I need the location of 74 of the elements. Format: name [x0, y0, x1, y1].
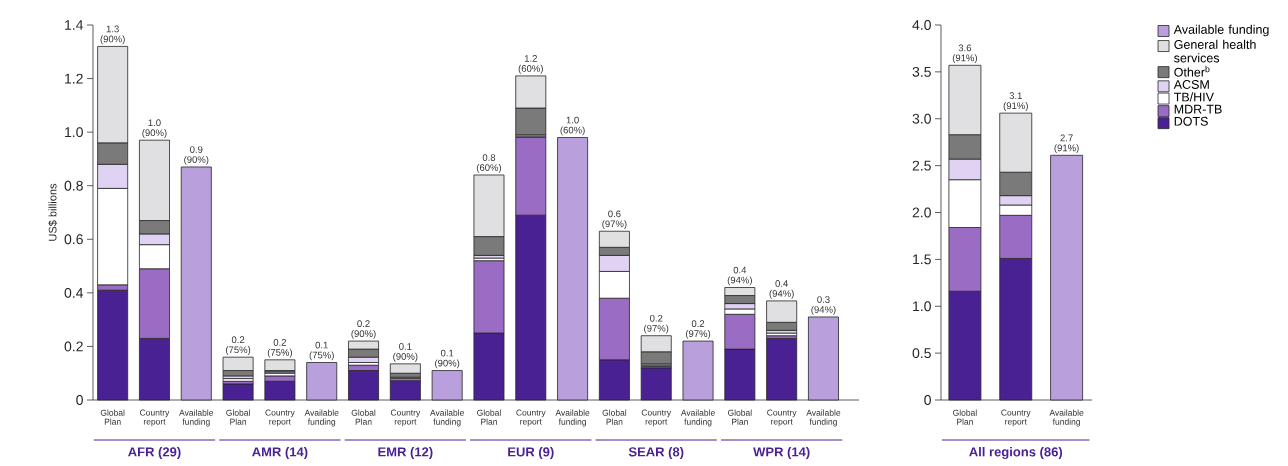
total-label: 0.6 (97%): [602, 210, 627, 230]
x-tick-label: Available funding: [1049, 409, 1084, 427]
y-tick-label: 0.4: [64, 287, 84, 298]
text: EUR (9): [508, 446, 554, 460]
text: AMR (14): [252, 446, 308, 460]
y-tick-label: 3.0: [912, 113, 931, 124]
total-label: 0.1 (90%): [435, 349, 460, 369]
legend-label: Other$^{b}$: [1174, 65, 1210, 77]
y-axis-title: US$ billions: [48, 183, 58, 241]
text: All regions (86): [969, 446, 1063, 460]
total-label: 0.1 (75%): [309, 341, 334, 361]
y-tick-label: 1.5: [913, 254, 931, 265]
total-label: 0.2 (97%): [685, 320, 711, 339]
x-tick-label: Country report: [390, 409, 421, 427]
total-label: 1.0 (60%): [560, 116, 585, 136]
total-label: 1.2 (60%): [518, 55, 543, 74]
legend-label: ACSM: [1173, 80, 1209, 89]
x-tick-label: Available funding: [680, 409, 715, 427]
y-tick-label: 0.6: [64, 234, 83, 245]
y-tick-label: 1.2: [65, 73, 83, 84]
x-tick-label: Country report: [641, 409, 672, 427]
total-label: 0.2 (75%): [267, 339, 292, 358]
x-tick-label: Global Plan: [602, 409, 627, 425]
x-tick-label: Country report: [140, 409, 170, 427]
x-tick-label: Available funding: [179, 409, 214, 427]
y-tick-label: 1.0: [65, 127, 83, 138]
y-tick-label: 3.5: [912, 66, 931, 77]
total-label: 0.2 (97%): [644, 314, 669, 334]
total-label: 2.7 (91%): [1054, 134, 1079, 154]
x-tick-label: Global Plan: [477, 409, 501, 425]
x-tick-label: Country report: [767, 409, 797, 427]
x-tick-label: Available funding: [304, 409, 339, 427]
y-tick-label: 2.0: [912, 207, 931, 218]
legend-label: MDR-TB: [1174, 104, 1222, 114]
total-label: 1.3 (90%): [100, 25, 125, 45]
total-label: 3.6 (91%): [952, 44, 977, 64]
legend-label: DOTS: [1174, 116, 1208, 126]
x-tick-label: Global Plan: [351, 409, 376, 425]
total-label: 1.0 (90%): [142, 119, 167, 138]
legend-label: TB/HIV: [1174, 92, 1214, 102]
text: WPR (14): [753, 446, 810, 460]
legend-label: General health services: [1174, 39, 1256, 63]
y-tick-label: 0: [76, 395, 83, 405]
x-tick-label: Country report: [265, 409, 295, 427]
y-tick-label: 4.0: [912, 20, 931, 30]
x-tick-label: Country report: [1001, 409, 1031, 427]
y-tick-label: 1.4: [65, 20, 84, 30]
legend-label: Available funding: [1173, 24, 1269, 37]
y-tick-label: 0.2: [64, 341, 83, 352]
x-tick-label: Global Plan: [226, 409, 250, 425]
total-label: 0.2 (75%): [226, 336, 251, 355]
y-tick-label: 0.8: [64, 180, 83, 191]
y-tick-label: 2.5: [912, 160, 931, 171]
x-tick-label: Country report: [516, 409, 546, 427]
total-label: 3.1 (91%): [1003, 92, 1028, 111]
y-tick-label: 1.0: [913, 301, 931, 312]
x-tick-label: Available funding: [555, 409, 590, 427]
x-tick-label: Global Plan: [100, 409, 125, 425]
total-label: 0.3 (94%): [811, 296, 836, 315]
total-label: 0.4 (94%): [769, 280, 794, 299]
text: EMR (12): [378, 446, 433, 460]
x-tick-label: Available funding: [430, 409, 464, 427]
x-tick-label: Global Plan: [727, 409, 752, 425]
total-label: 0.9 (90%): [184, 146, 209, 165]
y-tick-label: 0.5: [912, 348, 931, 359]
text: SEAR (8): [628, 446, 684, 460]
y-tick-label: 0: [924, 395, 931, 405]
total-label: 0.2 (90%): [351, 320, 376, 339]
x-tick-label: Global Plan: [953, 409, 977, 425]
total-label: 0.1 (90%): [393, 343, 418, 362]
x-tick-label: Available funding: [806, 409, 841, 427]
text: AFR (29): [128, 446, 181, 460]
total-label: 0.8 (60%): [476, 154, 502, 173]
total-label: 0.4 (94%): [727, 266, 752, 286]
